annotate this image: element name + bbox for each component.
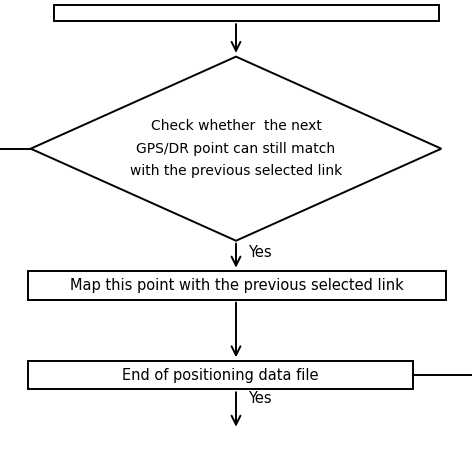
FancyBboxPatch shape bbox=[28, 271, 446, 300]
Text: Yes: Yes bbox=[248, 391, 271, 406]
Text: GPS/DR point can still match: GPS/DR point can still match bbox=[136, 142, 336, 156]
Text: with the previous selected link: with the previous selected link bbox=[130, 164, 342, 178]
Text: Map this point with the previous selected link: Map this point with the previous selecte… bbox=[70, 278, 404, 293]
FancyBboxPatch shape bbox=[28, 361, 413, 389]
Text: Check whether  the next: Check whether the next bbox=[151, 119, 321, 133]
FancyBboxPatch shape bbox=[54, 5, 439, 21]
Polygon shape bbox=[31, 57, 441, 241]
Text: End of positioning data file: End of positioning data file bbox=[122, 368, 319, 383]
Text: Yes: Yes bbox=[248, 245, 271, 260]
